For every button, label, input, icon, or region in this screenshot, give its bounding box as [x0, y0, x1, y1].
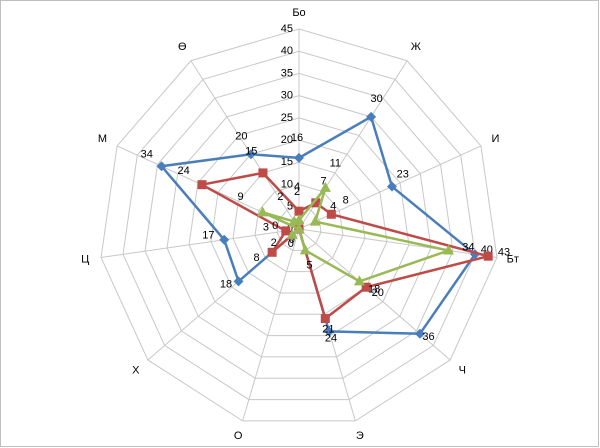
data-label: 34	[462, 242, 474, 254]
axis-label: Ч	[459, 364, 466, 376]
marker	[156, 161, 167, 172]
grid-ring	[254, 184, 344, 273]
axis-label: Ө	[178, 41, 187, 53]
data-label: 23	[397, 169, 409, 181]
grid-ring	[232, 161, 366, 294]
data-label: 0	[272, 220, 278, 232]
marker	[288, 215, 300, 226]
data-label: 24	[325, 333, 337, 345]
data-label: 16	[291, 132, 303, 144]
marker	[386, 181, 397, 192]
tick-label: 20	[281, 134, 293, 146]
tick-label: 10	[281, 178, 293, 190]
marker	[366, 111, 377, 122]
axis-label: Ц	[81, 254, 89, 266]
data-label: 8	[253, 252, 259, 264]
tick-label: 5	[287, 201, 293, 213]
axis-label: О	[234, 430, 243, 442]
data-label: 0	[289, 234, 295, 246]
marker	[197, 180, 207, 190]
marker	[443, 244, 455, 255]
data-label: 18	[368, 284, 380, 296]
data-label: 4	[294, 181, 300, 193]
series-line	[262, 187, 454, 283]
marker	[267, 247, 277, 257]
data-label: 7	[320, 176, 326, 188]
data-label: 8	[343, 195, 349, 207]
spoke	[298, 228, 451, 361]
data-label: 2	[294, 186, 300, 198]
axis-label: Бт	[507, 254, 519, 266]
data-label: 15	[245, 146, 257, 158]
data-label: 18	[220, 278, 232, 290]
spoke	[298, 228, 498, 258]
data-label: 2	[277, 191, 283, 203]
axis-label: Ж	[411, 41, 421, 53]
marker	[294, 152, 304, 163]
data-label: 5	[306, 259, 312, 271]
tick-label: 40	[281, 45, 293, 57]
spoke	[242, 228, 300, 422]
data-label: 2	[271, 237, 277, 249]
data-label: 3	[263, 221, 269, 233]
data-label: 43	[498, 247, 510, 259]
tick-label: 35	[281, 67, 293, 79]
data-label: 36	[422, 331, 434, 343]
marker	[281, 226, 291, 236]
marker	[326, 209, 336, 219]
marker	[219, 234, 230, 245]
grid-ring	[100, 28, 498, 422]
tick-label: 15	[281, 156, 293, 168]
axis-label: Э	[356, 430, 364, 442]
marker	[257, 206, 269, 217]
marker	[258, 168, 268, 178]
data-label: 30	[371, 93, 383, 105]
data-label: 17	[202, 230, 214, 242]
tick-label: 30	[281, 90, 293, 102]
data-label: 4	[330, 200, 336, 212]
axis-label: Бо	[292, 7, 305, 19]
marker	[299, 244, 311, 255]
axis-label: Х	[132, 364, 140, 376]
data-label: 20	[235, 130, 247, 142]
data-label: 11	[330, 157, 341, 169]
axis-label: И	[492, 133, 500, 145]
marker	[353, 275, 365, 286]
spoke	[190, 60, 300, 230]
marker	[319, 181, 331, 192]
marker	[233, 276, 244, 287]
tick-label: 25	[281, 112, 293, 124]
axis-label: М	[98, 133, 107, 145]
grid-ring	[210, 139, 388, 315]
marker	[414, 328, 425, 339]
marker	[311, 198, 321, 208]
marker	[294, 206, 304, 216]
data-label: 34	[141, 148, 153, 160]
data-label: 21	[322, 324, 334, 336]
grid-ring	[188, 117, 410, 337]
grid-ring	[144, 72, 454, 379]
marker	[483, 251, 493, 261]
data-label: 0	[288, 238, 294, 250]
spoke	[100, 228, 300, 258]
tick-label: 45	[281, 23, 293, 35]
marker	[320, 314, 330, 324]
data-label: 20	[372, 287, 384, 299]
marker	[361, 282, 371, 292]
marker	[309, 215, 321, 226]
marker	[245, 149, 256, 160]
marker	[286, 228, 298, 239]
data-label: 9	[238, 191, 244, 203]
data-label: 24	[177, 165, 189, 177]
marker	[324, 326, 335, 337]
grid-ring	[122, 50, 476, 401]
marker	[293, 223, 305, 233]
